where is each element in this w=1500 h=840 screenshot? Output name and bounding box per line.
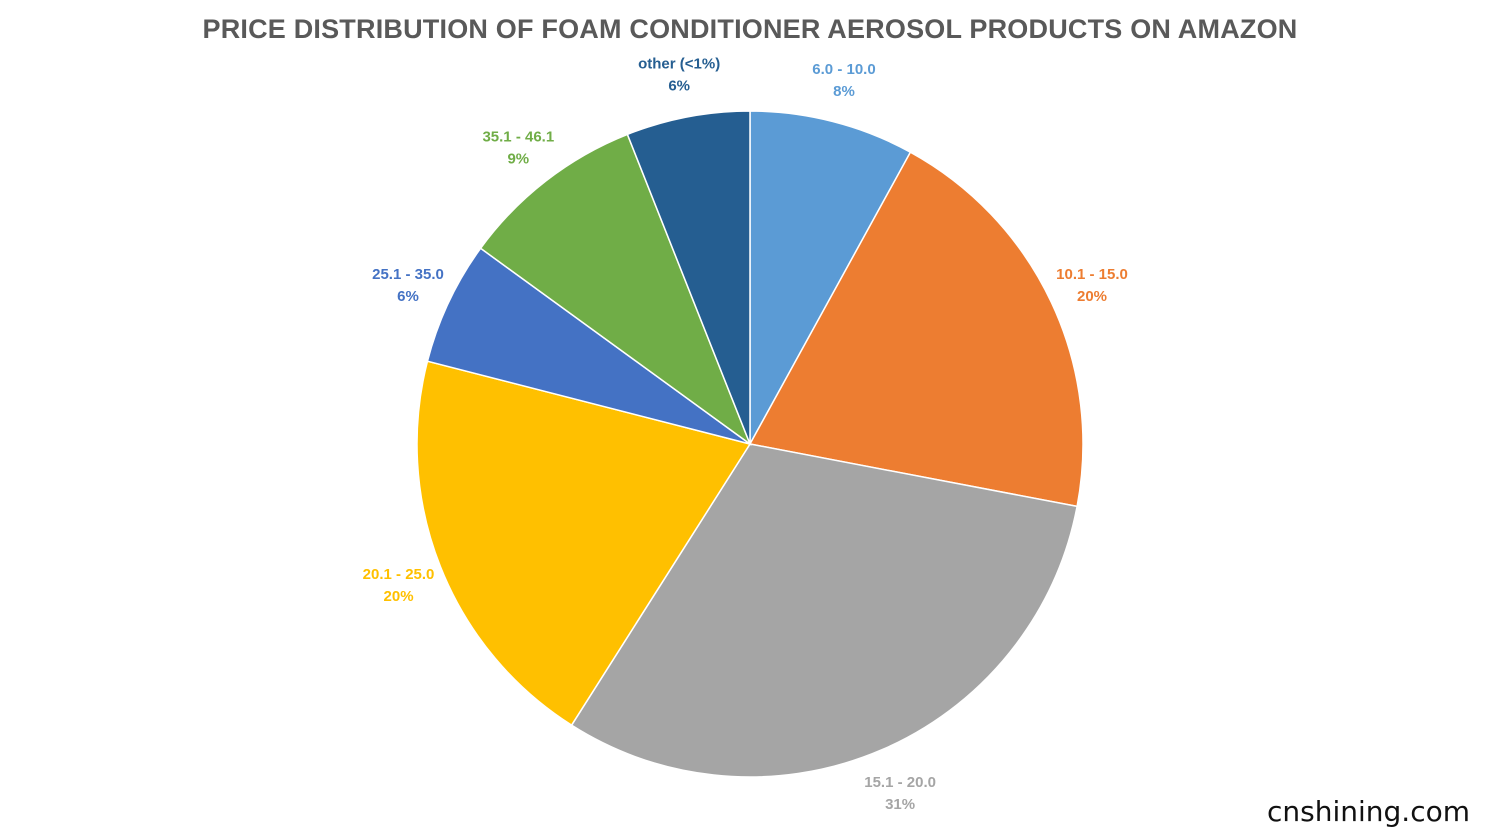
chart-title: PRICE DISTRIBUTION OF FOAM CONDITIONER A…	[202, 14, 1298, 44]
slice-label-4: 25.1 - 35.0	[372, 266, 444, 283]
slice-label-0: 6.0 - 10.0	[812, 61, 875, 78]
slice-label-1: 10.1 - 15.0	[1056, 266, 1128, 283]
slice-percent-2: 31%	[885, 796, 915, 813]
watermark: cnshining.com	[1267, 795, 1470, 828]
pie-slice-0	[749, 110, 912, 445]
slice-percent-0: 8%	[833, 83, 855, 100]
pie-slice-4	[426, 247, 751, 445]
slice-label-5: 35.1 - 46.1	[482, 128, 554, 145]
slice-label-3: 20.1 - 25.0	[363, 566, 435, 583]
slice-label-2: 15.1 - 20.0	[864, 774, 936, 791]
pie-slice-1	[748, 151, 1084, 508]
slice-percent-5: 9%	[507, 150, 529, 167]
pie-slice-3	[416, 360, 752, 727]
pie-slice-6	[626, 110, 751, 445]
slice-label-6: other (<1%)	[638, 56, 720, 73]
pie-slice-5	[479, 133, 752, 447]
slice-percent-3: 20%	[384, 588, 414, 605]
slice-percent-1: 20%	[1077, 288, 1107, 305]
slice-percent-4: 6%	[397, 288, 419, 305]
slice-percent-6: 6%	[668, 78, 690, 95]
